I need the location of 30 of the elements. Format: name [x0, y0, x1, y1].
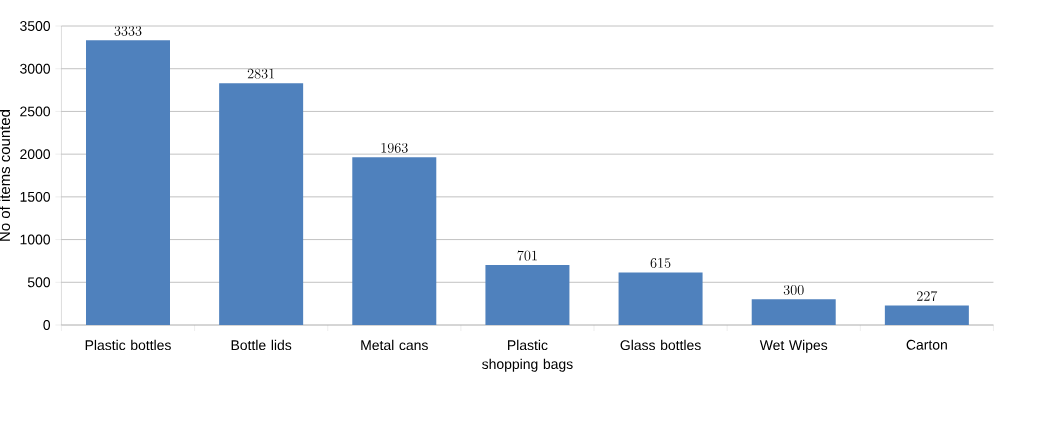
x-tick-label: Carton [906, 339, 947, 350]
y-tick-label: 2000 [20, 149, 51, 160]
x-tick-label: Bottle lids [231, 339, 292, 351]
data-label: 300 [783, 284, 804, 295]
data-label: 1963 [381, 142, 408, 153]
y-tick-label: 1000 [20, 234, 51, 245]
x-tick-label: Plastic shopping bags [482, 339, 573, 372]
data-label: 2831 [247, 68, 275, 79]
bar [485, 265, 570, 325]
x-tick-label: Wet Wipes [759, 339, 828, 353]
bar [219, 83, 304, 325]
y-tick-label: 2500 [20, 106, 51, 117]
data-label: 227 [917, 291, 938, 302]
y-tick-label: 3000 [20, 63, 51, 74]
y-axis-title: No of items counted [0, 110, 11, 241]
x-tick-label: Glass bottles [620, 339, 701, 351]
bar [751, 299, 836, 325]
y-tick-label: 3500 [20, 21, 51, 31]
y-tick-label: 1500 [20, 191, 51, 202]
data-label: 3333 [114, 25, 142, 36]
y-tick-label: 500 [27, 277, 51, 288]
x-tick-label: Metal cans [361, 339, 428, 351]
data-label: 701 [517, 250, 537, 261]
y-tick-label: 0 [43, 320, 51, 330]
x-tick-label: Plastic bottles [85, 339, 171, 351]
bar [352, 157, 437, 325]
data-label: 615 [650, 258, 671, 268]
bar [86, 40, 170, 325]
bar [884, 305, 969, 325]
bar [618, 272, 703, 325]
